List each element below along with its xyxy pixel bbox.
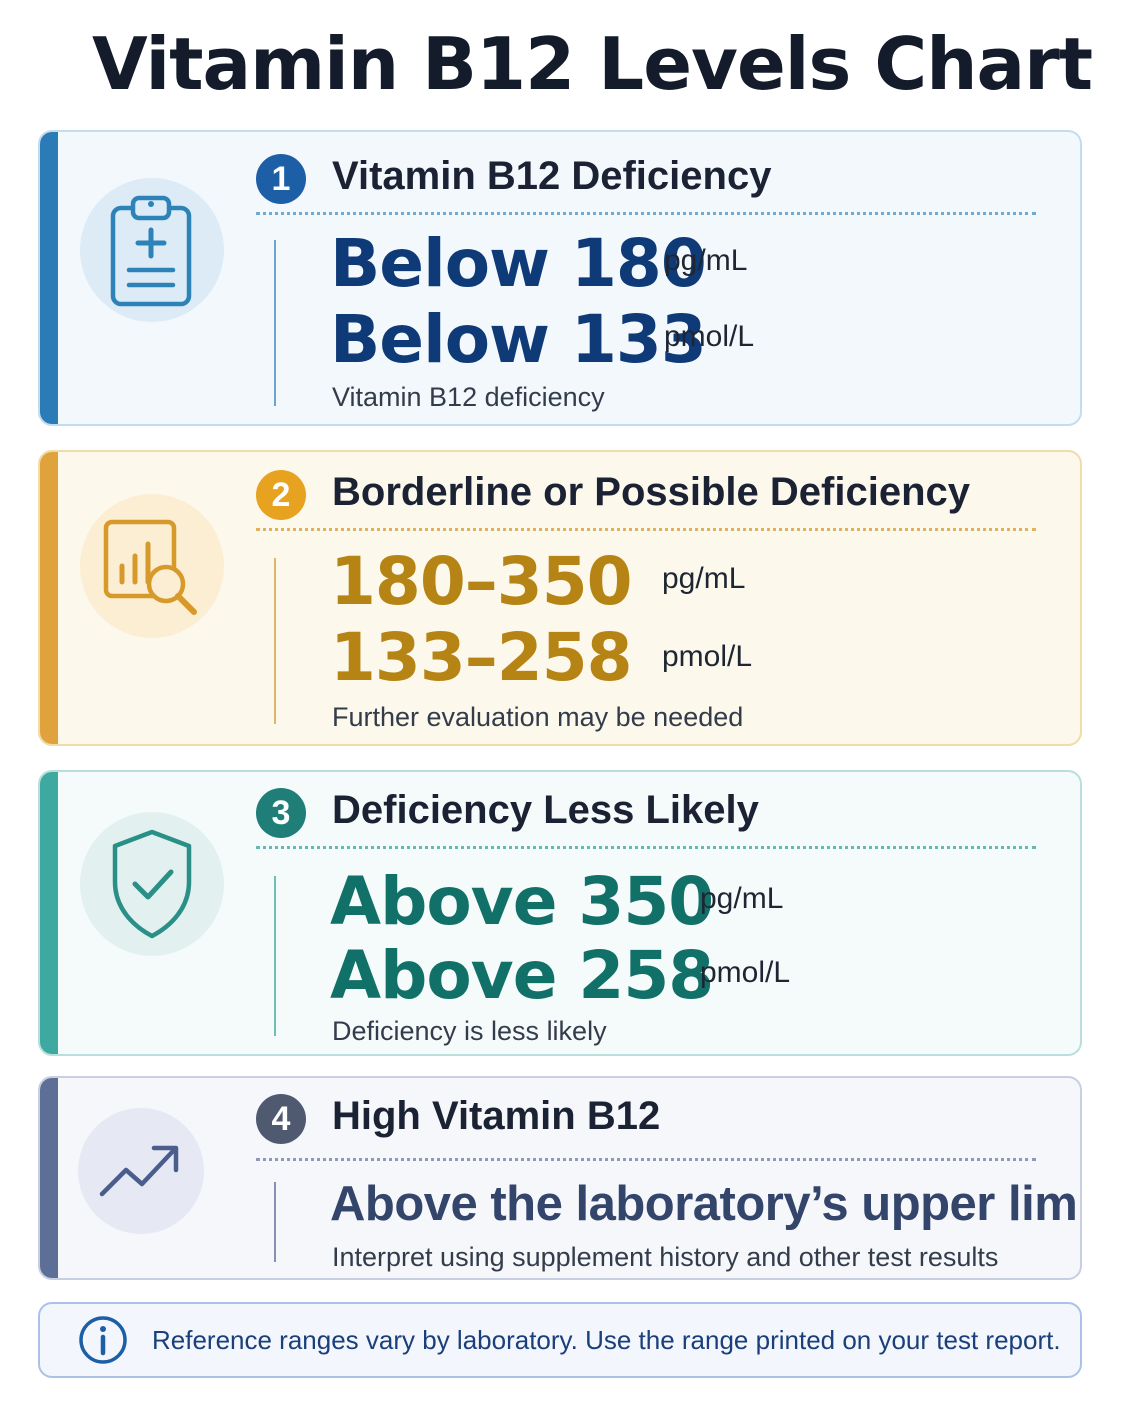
value-pmol-l: Above 258 xyxy=(330,937,714,1014)
info-icon xyxy=(78,1315,128,1365)
card-deficiency: 1 Vitamin B12 Deficiency Below 180 pg/mL… xyxy=(38,130,1082,426)
value-pmol-l: Below 133 xyxy=(330,301,707,378)
vertical-divider xyxy=(274,876,276,1036)
vertical-divider xyxy=(274,1182,276,1262)
dotted-divider xyxy=(256,846,1036,849)
accent-bar xyxy=(40,132,58,424)
card-borderline: 2 Borderline or Possible Deficiency 180–… xyxy=(38,450,1082,746)
unit-pg-ml: pg/mL xyxy=(664,244,748,277)
card-heading: Deficiency Less Likely xyxy=(332,788,759,832)
value-pg-ml: Below 180 xyxy=(330,225,707,302)
step-badge: 4 xyxy=(256,1094,306,1144)
card-note: Deficiency is less likely xyxy=(332,1016,607,1046)
card-high: 4 High Vitamin B12 Above the laboratory’… xyxy=(38,1076,1082,1280)
card-note: Interpret using supplement history and o… xyxy=(332,1242,999,1272)
accent-bar xyxy=(40,452,58,744)
card-less-likely: 3 Deficiency Less Likely Above 350 pg/mL… xyxy=(38,770,1082,1056)
value-pg-ml: Above 350 xyxy=(330,863,714,940)
card-note: Vitamin B12 deficiency xyxy=(332,382,605,412)
unit-pg-ml: pg/mL xyxy=(662,562,746,595)
unit-pmol-l: pmol/L xyxy=(664,320,755,353)
card-note: Further evaluation may be needed xyxy=(332,702,744,732)
value-pg-ml: 180–350 xyxy=(330,543,633,620)
info-banner: Reference ranges vary by laboratory. Use… xyxy=(38,1302,1082,1378)
card-heading: Vitamin B12 Deficiency xyxy=(332,154,772,198)
trend-up-icon xyxy=(78,1108,204,1234)
unit-pg-ml: pg/mL xyxy=(700,882,784,915)
clipboard-icon xyxy=(80,178,224,322)
accent-bar xyxy=(40,772,58,1054)
unit-pmol-l: pmol/L xyxy=(662,640,753,673)
vertical-divider xyxy=(274,240,276,406)
info-text: Reference ranges vary by laboratory. Use… xyxy=(152,1325,1061,1355)
value-pmol-l: 133–258 xyxy=(330,619,633,696)
unit-pmol-l: pmol/L xyxy=(700,956,791,989)
accent-bar xyxy=(40,1078,58,1278)
vertical-divider xyxy=(274,558,276,724)
shield-check-icon xyxy=(80,812,224,956)
step-badge: 1 xyxy=(256,154,306,204)
card-heading: High Vitamin B12 xyxy=(332,1094,661,1138)
step-badge: 2 xyxy=(256,470,306,520)
card-heading: Borderline or Possible Deficiency xyxy=(332,470,970,514)
step-badge: 3 xyxy=(256,788,306,838)
dotted-divider xyxy=(256,212,1036,215)
value-upper-limit: Above the laboratory’s upper limit xyxy=(330,1177,1082,1231)
chart-magnifier-icon xyxy=(80,494,224,638)
dotted-divider xyxy=(256,528,1036,531)
page-title: Vitamin B12 Levels Chart xyxy=(92,22,1093,106)
dotted-divider xyxy=(256,1158,1036,1161)
